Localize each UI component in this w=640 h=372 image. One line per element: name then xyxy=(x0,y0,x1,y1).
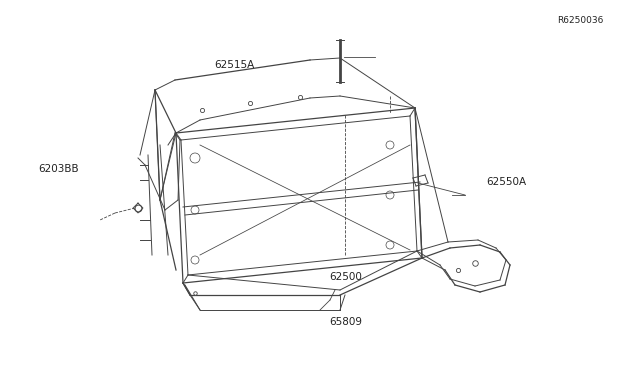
Text: 62550A: 62550A xyxy=(486,177,527,187)
Text: 6203BB: 6203BB xyxy=(38,164,79,174)
Text: 65809: 65809 xyxy=(330,317,363,327)
Text: 62500: 62500 xyxy=(330,272,362,282)
Text: R6250036: R6250036 xyxy=(557,16,603,25)
Text: 62515A: 62515A xyxy=(214,60,255,70)
